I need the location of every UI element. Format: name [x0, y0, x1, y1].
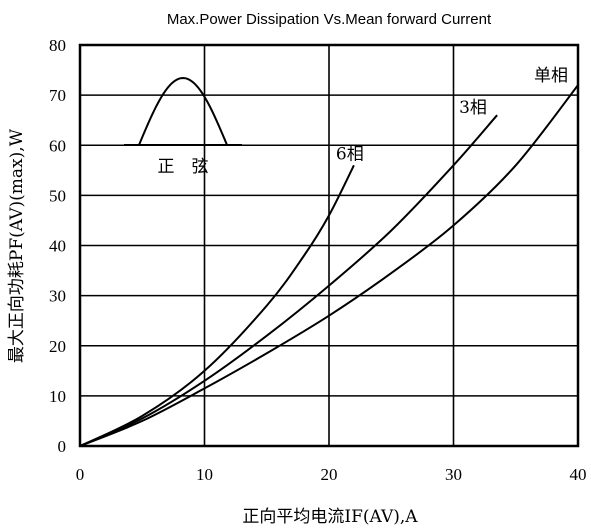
y-tick-label: 40 [49, 237, 66, 256]
x-tick-label: 20 [321, 465, 338, 484]
y-tick-label: 70 [49, 86, 66, 105]
x-axis-ticks: 0 10 20 30 40 [76, 465, 587, 484]
y-tick-label: 30 [49, 287, 66, 306]
sine-wave-icon [138, 76, 228, 146]
series-line [79, 84, 579, 447]
inset-label: 正 弦 [158, 157, 209, 177]
series-label: 单相 [534, 66, 568, 86]
grid-lines [80, 45, 578, 446]
y-tick-label: 20 [49, 337, 66, 356]
x-tick-label: 30 [445, 465, 462, 484]
series-label: 3相 [459, 98, 487, 118]
chart-title: Max.Power Dissipation Vs.Mean forward Cu… [167, 11, 492, 28]
y-tick-label: 0 [58, 437, 67, 456]
y-tick-label: 60 [49, 136, 66, 155]
sine-inset: 正 弦 [124, 76, 242, 177]
series-line [79, 164, 355, 447]
series-label: 6相 [336, 144, 364, 164]
y-tick-label: 50 [49, 186, 66, 205]
plot-frame [78, 43, 580, 448]
x-tick-label: 10 [196, 465, 213, 484]
x-tick-label: 0 [76, 465, 85, 484]
series-lines: 6相 3相 单相 [79, 66, 579, 447]
series-line [79, 114, 498, 447]
y-axis-ticks: 0 10 20 30 40 50 60 70 80 [49, 36, 66, 456]
y-tick-label: 10 [49, 387, 66, 406]
y-axis-label: 最大正向功耗PF(AV)(max),W [7, 128, 27, 363]
y-tick-label: 80 [49, 36, 66, 55]
x-axis-label: 正向平均电流IF(AV),A [242, 507, 418, 527]
x-tick-label: 40 [570, 465, 587, 484]
